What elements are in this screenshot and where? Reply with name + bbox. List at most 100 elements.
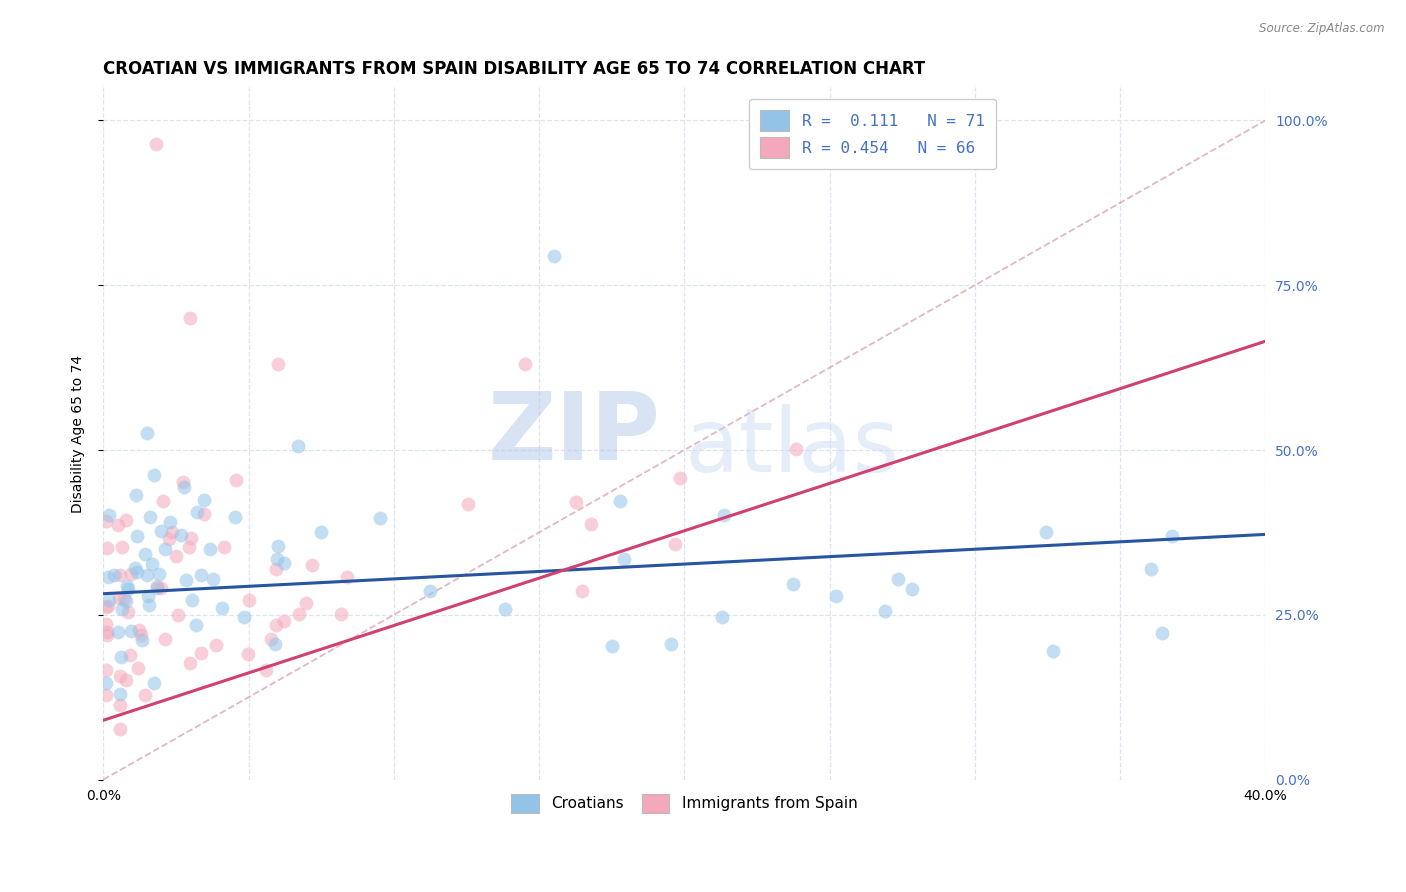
Point: [254, 663, 277, 677]
Point: [173, 479, 195, 493]
Point: [602, 639, 624, 653]
Point: [134, 547, 156, 561]
Point: [97, 599, 120, 614]
Point: [120, 648, 142, 663]
Point: [142, 467, 165, 482]
Point: [264, 637, 287, 651]
Point: [186, 505, 208, 519]
Point: [145, 136, 167, 151]
Point: [664, 537, 686, 551]
Point: [136, 589, 159, 603]
Point: [96, 688, 118, 702]
Legend: Croatians, Immigrants from Spain: Croatians, Immigrants from Spain: [501, 783, 868, 824]
Point: [782, 577, 804, 591]
Point: [150, 524, 173, 538]
Point: [273, 556, 295, 570]
Point: [179, 540, 201, 554]
Point: [97, 570, 120, 584]
Point: [887, 572, 910, 586]
Point: [579, 517, 602, 532]
Point: [108, 687, 131, 701]
Point: [668, 471, 690, 485]
Point: [873, 604, 896, 618]
Point: [659, 637, 682, 651]
Text: atlas: atlas: [685, 404, 900, 491]
Point: [150, 581, 173, 595]
Point: [127, 529, 149, 543]
Point: [96, 663, 118, 677]
Point: [190, 646, 212, 660]
Point: [165, 549, 187, 563]
Point: [103, 568, 125, 582]
Point: [513, 357, 536, 371]
Point: [96, 624, 118, 639]
Point: [785, 442, 807, 457]
Point: [370, 511, 392, 525]
Point: [205, 638, 228, 652]
Point: [273, 614, 295, 628]
Point: [148, 567, 170, 582]
Point: [107, 625, 129, 640]
Point: [294, 596, 316, 610]
Point: [288, 607, 311, 621]
Point: [155, 632, 177, 647]
Point: [139, 510, 162, 524]
Point: [172, 475, 194, 489]
Point: [112, 591, 135, 606]
Point: [96, 599, 118, 614]
Point: [190, 567, 212, 582]
Point: [613, 551, 636, 566]
Point: [193, 493, 215, 508]
Point: [98, 508, 121, 523]
Text: CROATIAN VS IMMIGRANTS FROM SPAIN DISABILITY AGE 65 TO 74 CORRELATION CHART: CROATIAN VS IMMIGRANTS FROM SPAIN DISABI…: [103, 60, 925, 78]
Point: [115, 578, 138, 592]
Point: [309, 525, 332, 540]
Point: [97, 592, 120, 607]
Point: [138, 598, 160, 612]
Text: Source: ZipAtlas.com: Source: ZipAtlas.com: [1260, 22, 1385, 36]
Point: [146, 579, 169, 593]
Point: [115, 594, 138, 608]
Point: [225, 473, 247, 487]
Point: [111, 602, 134, 616]
Point: [162, 525, 184, 540]
Point: [174, 574, 197, 588]
Point: [711, 610, 734, 624]
Point: [96, 616, 118, 631]
Point: [114, 513, 136, 527]
Point: [900, 582, 922, 596]
Point: [96, 676, 118, 690]
Point: [125, 565, 148, 579]
Point: [96, 514, 118, 528]
Point: [179, 311, 201, 326]
Point: [108, 568, 131, 582]
Point: [224, 509, 246, 524]
Point: [564, 495, 586, 509]
Point: [233, 610, 256, 624]
Point: [301, 558, 323, 572]
Point: [267, 539, 290, 553]
Point: [713, 508, 735, 522]
Point: [146, 581, 169, 595]
Point: [418, 584, 440, 599]
Point: [96, 541, 118, 555]
Point: [202, 572, 225, 586]
Point: [111, 541, 134, 555]
Point: [264, 618, 287, 632]
Point: [159, 515, 181, 529]
Point: [180, 531, 202, 545]
Point: [329, 607, 352, 622]
Point: [166, 607, 188, 622]
Point: [824, 589, 846, 603]
Point: [108, 669, 131, 683]
Point: [1042, 643, 1064, 657]
Point: [110, 723, 132, 737]
Point: [129, 628, 152, 642]
Point: [260, 632, 283, 647]
Point: [131, 632, 153, 647]
Point: [180, 592, 202, 607]
Point: [117, 582, 139, 597]
Point: [108, 591, 131, 606]
Point: [238, 592, 260, 607]
Point: [238, 647, 260, 661]
